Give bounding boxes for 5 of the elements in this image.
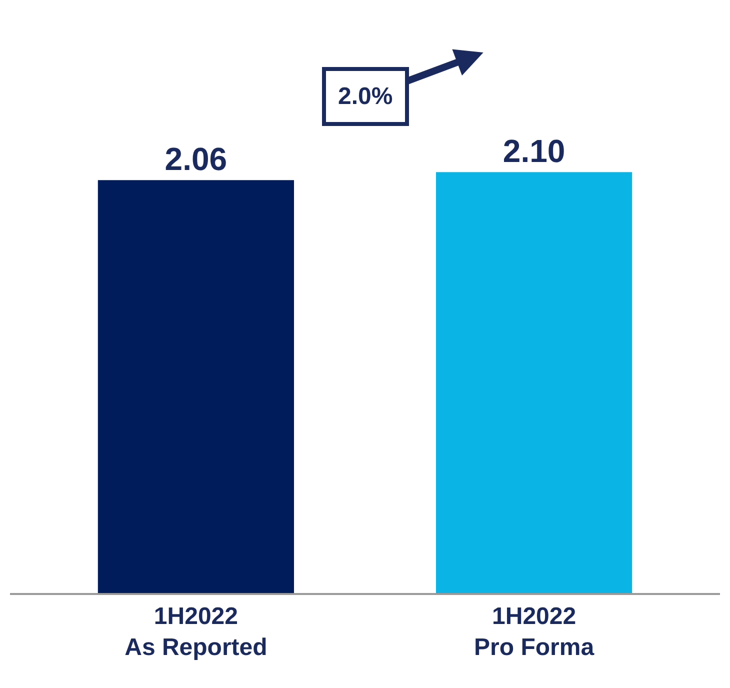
x-tick-label: 1H2022 Pro Forma — [474, 602, 595, 661]
data-label: 2.10 — [502, 133, 566, 170]
text: 2.0% — [338, 83, 393, 110]
x-tick-label: 1H2022 As Reported — [124, 602, 268, 661]
data-label: 2.06 — [164, 141, 228, 178]
